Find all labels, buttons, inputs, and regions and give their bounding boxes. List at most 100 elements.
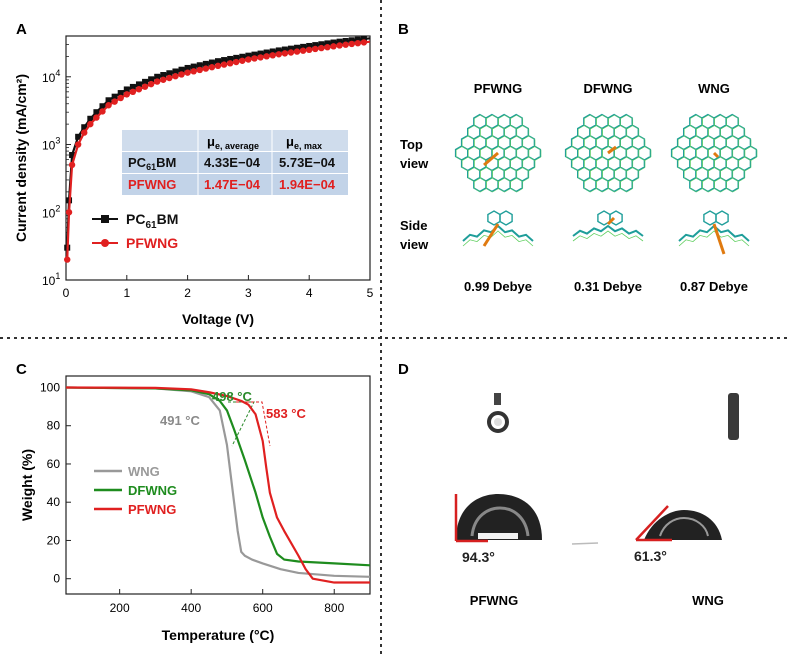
droplet-pfwng (454, 494, 542, 543)
data-point-pc61bm (75, 133, 82, 140)
data-point-pfwng (111, 98, 118, 105)
y-tick-label: 0 (53, 572, 60, 586)
data-point-pfwng (172, 73, 179, 80)
data-point-pc61bm (166, 70, 173, 77)
y-tick-label: 20 (47, 533, 61, 547)
data-point-pc61bm (360, 35, 367, 42)
data-point-pc61bm (245, 52, 252, 59)
y-tick-label: 80 (47, 419, 61, 433)
plot-a-legend: PC61BM PFWNG (92, 211, 178, 251)
data-point-pc61bm (215, 58, 221, 65)
data-point-pfwng (93, 114, 100, 121)
plot-a-x-ticks: 0 1 2 3 4 5 (63, 275, 374, 300)
data-point-pc61bm (190, 63, 197, 70)
table-row-2-max: 1.94E−04 (279, 177, 336, 192)
molecule-side-pfwng (462, 210, 534, 247)
data-point-pc61bm (300, 43, 307, 50)
y-tick-label: 103 (42, 136, 60, 153)
data-point-pc61bm (172, 68, 179, 75)
data-point-pfwng (360, 39, 368, 46)
annotation-491: 491 °C (160, 413, 201, 428)
series-line-dfwng (65, 386, 371, 567)
y-tick-label: 100 (40, 380, 60, 394)
data-point-pfwng (306, 46, 313, 54)
x-tick-label: 600 (253, 601, 273, 615)
data-point-pc61bm (87, 115, 94, 122)
x-tick-label: 0 (63, 286, 70, 300)
data-point-pfwng (105, 102, 112, 109)
plot-c-x-ticks: 200 400 600 800 (110, 589, 345, 615)
tick-exp: 4 (55, 68, 60, 78)
data-point-pc61bm (154, 73, 161, 80)
data-point-pfwng (257, 54, 264, 61)
data-point-pc61bm (348, 37, 355, 44)
x-tick-label: 4 (306, 286, 313, 300)
data-point-pfwng (135, 86, 143, 93)
tick-exp: 2 (55, 203, 60, 213)
molecule-rings (487, 210, 513, 226)
molecule-side-dfwng (572, 210, 644, 242)
data-point-pc61bm (123, 86, 130, 93)
data-point-pc61bm (275, 47, 282, 54)
row-label-side-2: view (400, 237, 429, 252)
top-view-molecules (454, 113, 758, 193)
y-tick-label: 104 (42, 68, 60, 85)
angle-line-d (635, 505, 669, 541)
data-point-pc61bm (281, 46, 288, 53)
x-tick-label: 5 (367, 286, 374, 300)
data-point-pfwng (202, 65, 210, 72)
data-point-pc61bm (324, 40, 331, 47)
needle-pfwng (487, 393, 509, 433)
legend-label-pfwng-c: PFWNG (128, 502, 176, 517)
data-point-pc61bm (129, 83, 136, 90)
data-point-pc61bm (148, 76, 155, 83)
data-point-pfwng (342, 41, 349, 48)
column-label-dfwng: DFWNG (583, 81, 632, 96)
data-point-pc61bm (306, 42, 313, 49)
data-point-pfwng (293, 48, 301, 55)
table-row-2-bg (122, 174, 348, 195)
table-row-2-name: PFWNG (128, 177, 176, 192)
data-point-pfwng (233, 58, 240, 66)
data-point-pfwng (239, 57, 246, 64)
needle-highlight (494, 418, 502, 426)
x-tick-label: 2 (184, 286, 191, 300)
x-tick-label: 3 (245, 286, 252, 300)
y-tick-label: 102 (42, 203, 60, 220)
data-point-pc61bm (202, 60, 209, 67)
name-main: PC (128, 155, 147, 170)
angle-pfwng: 94.3° (462, 549, 495, 565)
data-point-pfwng (348, 40, 355, 48)
data-point-pfwng (147, 80, 155, 88)
panel-label-b: B (398, 21, 409, 38)
data-point-pc61bm (178, 66, 185, 73)
data-point-pfwng (68, 161, 76, 169)
legend-sub: 61 (145, 220, 157, 231)
dipole-pfwng: 0.99 Debye (464, 279, 532, 294)
row-label-top-1: Top (400, 137, 423, 152)
droplet-body (644, 510, 722, 540)
table-header-bg (122, 130, 348, 151)
data-point-pfwng (178, 71, 185, 78)
x-tick-label: 400 (181, 601, 201, 615)
data-point-pc61bm (196, 62, 203, 69)
table-row-1-avg: 4.33E−04 (204, 155, 261, 170)
panel-b-molecule-views: PFWNG DFWNG WNG Top view Side view 0.99 … (400, 81, 758, 294)
data-point-pfwng (269, 52, 276, 59)
data-point-pc61bm (233, 54, 240, 61)
data-point-pc61bm (93, 109, 100, 116)
table-row-2-avg: 1.47E−04 (204, 177, 261, 192)
data-point-pfwng (299, 47, 307, 54)
data-point-pfwng (81, 129, 88, 136)
table-row-1-bg (122, 152, 348, 173)
data-point-pfwng (74, 141, 82, 148)
table-row-1-max: 5.73E−04 (279, 155, 336, 170)
data-point-pc61bm (287, 45, 294, 52)
data-point-pfwng (154, 78, 161, 85)
molecule-backbone-2 (678, 230, 750, 247)
data-point-pfwng (324, 44, 331, 51)
data-point-pc61bm (135, 81, 142, 88)
needle-wng (728, 393, 739, 440)
